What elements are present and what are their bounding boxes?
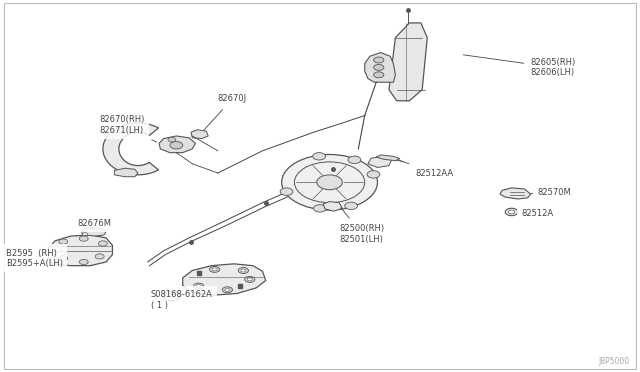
Polygon shape bbox=[115, 168, 138, 177]
Circle shape bbox=[367, 171, 380, 178]
Circle shape bbox=[317, 175, 342, 190]
Polygon shape bbox=[365, 52, 396, 82]
Circle shape bbox=[508, 210, 515, 214]
Text: 82500(RH)
82501(LH): 82500(RH) 82501(LH) bbox=[339, 208, 384, 244]
Polygon shape bbox=[323, 202, 342, 211]
Polygon shape bbox=[500, 188, 531, 199]
Circle shape bbox=[247, 278, 252, 281]
Circle shape bbox=[212, 268, 217, 271]
Circle shape bbox=[345, 202, 358, 209]
Text: S08168-6162A
( 1 ): S08168-6162A ( 1 ) bbox=[151, 291, 212, 310]
Circle shape bbox=[83, 233, 88, 235]
Circle shape bbox=[168, 137, 175, 142]
Text: 82676M: 82676M bbox=[77, 219, 111, 229]
Circle shape bbox=[225, 288, 230, 291]
Circle shape bbox=[505, 208, 518, 216]
Circle shape bbox=[95, 254, 104, 259]
Circle shape bbox=[348, 156, 361, 164]
Polygon shape bbox=[103, 123, 159, 175]
Circle shape bbox=[374, 64, 384, 70]
Circle shape bbox=[59, 239, 68, 244]
Circle shape bbox=[196, 285, 201, 288]
Text: S: S bbox=[170, 294, 174, 299]
Polygon shape bbox=[191, 130, 208, 138]
Text: 82670J: 82670J bbox=[204, 94, 247, 130]
Text: 82670(RH)
82671(LH): 82670(RH) 82671(LH) bbox=[100, 115, 157, 142]
Polygon shape bbox=[49, 235, 113, 266]
Circle shape bbox=[99, 241, 108, 246]
Polygon shape bbox=[368, 156, 392, 167]
Circle shape bbox=[79, 259, 88, 264]
Circle shape bbox=[79, 236, 88, 241]
Circle shape bbox=[209, 266, 220, 272]
Text: 82512AA: 82512AA bbox=[399, 160, 454, 177]
Circle shape bbox=[238, 267, 248, 273]
Polygon shape bbox=[159, 136, 195, 153]
Text: B2595  (RH)
B2595+A(LH): B2595 (RH) B2595+A(LH) bbox=[6, 248, 63, 268]
Circle shape bbox=[59, 256, 68, 261]
Polygon shape bbox=[389, 23, 428, 101]
Circle shape bbox=[314, 205, 326, 212]
Polygon shape bbox=[82, 228, 106, 236]
Text: 82570M: 82570M bbox=[531, 188, 571, 197]
Text: J8P5000: J8P5000 bbox=[598, 357, 630, 366]
Polygon shape bbox=[376, 155, 400, 161]
Circle shape bbox=[313, 153, 326, 160]
Circle shape bbox=[280, 188, 293, 195]
Circle shape bbox=[241, 269, 246, 272]
Circle shape bbox=[282, 154, 378, 210]
Circle shape bbox=[374, 72, 384, 78]
Text: 82605(RH)
82606(LH): 82605(RH) 82606(LH) bbox=[463, 55, 576, 77]
Circle shape bbox=[193, 283, 204, 289]
Circle shape bbox=[244, 276, 255, 282]
Circle shape bbox=[374, 57, 384, 63]
Circle shape bbox=[222, 287, 232, 293]
Circle shape bbox=[170, 141, 182, 149]
Circle shape bbox=[164, 291, 180, 301]
Polygon shape bbox=[182, 264, 266, 295]
Text: 82512A: 82512A bbox=[521, 209, 554, 218]
